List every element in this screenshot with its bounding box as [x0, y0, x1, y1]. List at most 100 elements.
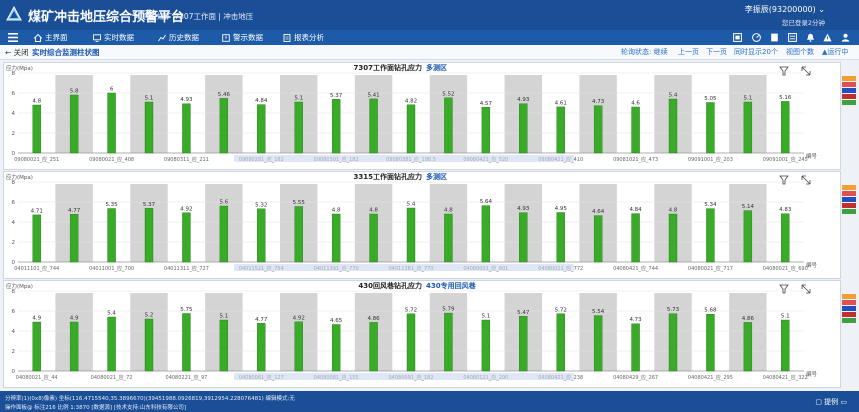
screen-icon[interactable]	[733, 33, 742, 42]
list-icon[interactable]	[788, 33, 797, 42]
bar	[743, 101, 753, 154]
monitor-icon	[93, 33, 101, 42]
bar	[369, 322, 378, 372]
nav-item-realtime[interactable]: 实时数据	[93, 32, 134, 43]
running-status-link[interactable]: ▲运行中	[822, 48, 849, 56]
nav-item-label: 警示数据	[233, 33, 263, 42]
bar	[257, 104, 266, 154]
y-tick-label: 4	[12, 220, 16, 226]
bar	[593, 315, 603, 372]
user-menu[interactable]: 李振辰(93200000) ⌄	[744, 5, 825, 14]
x-tick-label: 04011311_应_727	[164, 265, 209, 272]
expand-icon[interactable]	[801, 66, 811, 76]
bar	[144, 101, 154, 154]
bar-value-label: 5.1	[781, 314, 790, 320]
chart-subtitle: 430专用回风巷	[426, 281, 477, 290]
prev-page-link[interactable]: 上一页	[678, 48, 699, 56]
bar	[519, 103, 528, 154]
user-icon[interactable]	[841, 33, 850, 42]
x-tick-label: 04080421_应_322	[763, 374, 808, 381]
bar-value-label: 4.8	[32, 99, 41, 105]
bar-value-label: 4.92	[180, 206, 192, 212]
footer-help[interactable]: ▢ 提例 ▭	[815, 398, 847, 406]
legend-swatch	[842, 185, 856, 190]
filter-icon[interactable]	[779, 175, 789, 185]
bar	[69, 321, 79, 372]
bar-value-label: 5.79	[442, 307, 455, 313]
bar	[556, 106, 565, 154]
legend-swatch	[842, 203, 856, 208]
y-tick-label: 2	[12, 131, 16, 137]
bar-value-label: 5.37	[330, 93, 343, 99]
bar	[32, 104, 41, 154]
nav-item-label: 主界面	[45, 33, 68, 42]
legend-swatch	[842, 312, 856, 317]
bar-value-label: 5.32	[255, 202, 267, 208]
bar-value-label: 5.16	[779, 95, 792, 101]
dashboard-icon[interactable]	[752, 33, 761, 42]
y-tick-label: 4	[12, 329, 16, 335]
bar	[781, 101, 790, 154]
bar-value-label: 5.4	[407, 202, 416, 208]
chart-title: 7307工作面钻孔应力	[354, 63, 422, 72]
bar	[219, 319, 229, 372]
filter-icon[interactable]	[779, 66, 789, 76]
bar-value-label: 4.8	[444, 208, 453, 214]
bar-value-label: 5.6	[219, 200, 228, 206]
y-tick-label: 6	[12, 200, 16, 206]
bar	[107, 316, 116, 372]
bar-value-label: 6	[110, 87, 114, 93]
bar-value-label: 4.84	[255, 98, 268, 104]
bar	[406, 104, 416, 154]
menu-icon[interactable]	[8, 33, 18, 42]
nav-item-history[interactable]: 历史数据	[158, 32, 199, 43]
document-icon[interactable]	[770, 33, 779, 42]
nav-item-alerts[interactable]: 警示数据	[222, 32, 263, 43]
nav-item-reports[interactable]: 报表分析	[283, 32, 324, 43]
legend-swatch	[842, 94, 856, 99]
x-axis-label: 编号	[806, 152, 818, 160]
bar	[182, 103, 191, 154]
bar-value-label: 4.93	[517, 97, 530, 103]
bar	[668, 213, 678, 263]
expand-icon[interactable]	[801, 175, 811, 185]
expand-icon[interactable]	[801, 284, 811, 294]
bar	[331, 99, 341, 154]
x-tick-label: 04080221_应_97	[166, 374, 208, 381]
polling-status-link[interactable]: 轮询状态: 继续	[621, 48, 668, 56]
bar	[444, 97, 453, 154]
bar-chart-430: 0 2 4 6 8 4.9 4.9 5.4 5.2 5.75 5.1 4.77 4.92 4.65 4.86…	[6, 281, 818, 381]
warning-icon[interactable]	[823, 33, 832, 42]
bar	[294, 101, 303, 154]
close-button[interactable]: ← 关闭	[5, 48, 29, 57]
bell-icon[interactable]	[806, 33, 815, 42]
bar-value-label: 5.1	[145, 96, 154, 102]
x-tick-label: 04011101_应_744	[14, 265, 59, 272]
bar-value-label: 4.77	[68, 208, 81, 214]
bar	[519, 316, 528, 372]
bar	[294, 206, 303, 263]
bar-value-label: 5.8	[70, 89, 79, 95]
y-tick-label: 8	[12, 180, 16, 186]
bar-value-label: 4.64	[592, 209, 605, 215]
bar-value-label: 4.6	[631, 101, 640, 107]
zoom-slider	[234, 155, 574, 162]
bar-value-label: 5.1	[743, 96, 752, 102]
bar	[331, 324, 341, 372]
chart-legend	[842, 76, 856, 106]
bar	[107, 208, 116, 263]
nav-item-home[interactable]: 主界面	[34, 32, 68, 43]
next-page-link[interactable]: 下一页	[706, 48, 727, 56]
bar	[668, 313, 678, 372]
view-count-link[interactable]: 视图个数	[786, 48, 814, 56]
legend-swatch	[842, 300, 856, 305]
filter-icon[interactable]	[779, 284, 789, 294]
mine-info[interactable]: 唐口煤矿 7307工作面 | 冲击地压	[142, 12, 254, 21]
bar	[32, 214, 41, 263]
display-count-link[interactable]: 同时显示20个	[734, 48, 778, 56]
legend-swatch	[842, 88, 856, 93]
chart-legend	[842, 294, 856, 324]
bar	[182, 313, 191, 372]
bar-value-label: 4.8	[669, 208, 678, 214]
